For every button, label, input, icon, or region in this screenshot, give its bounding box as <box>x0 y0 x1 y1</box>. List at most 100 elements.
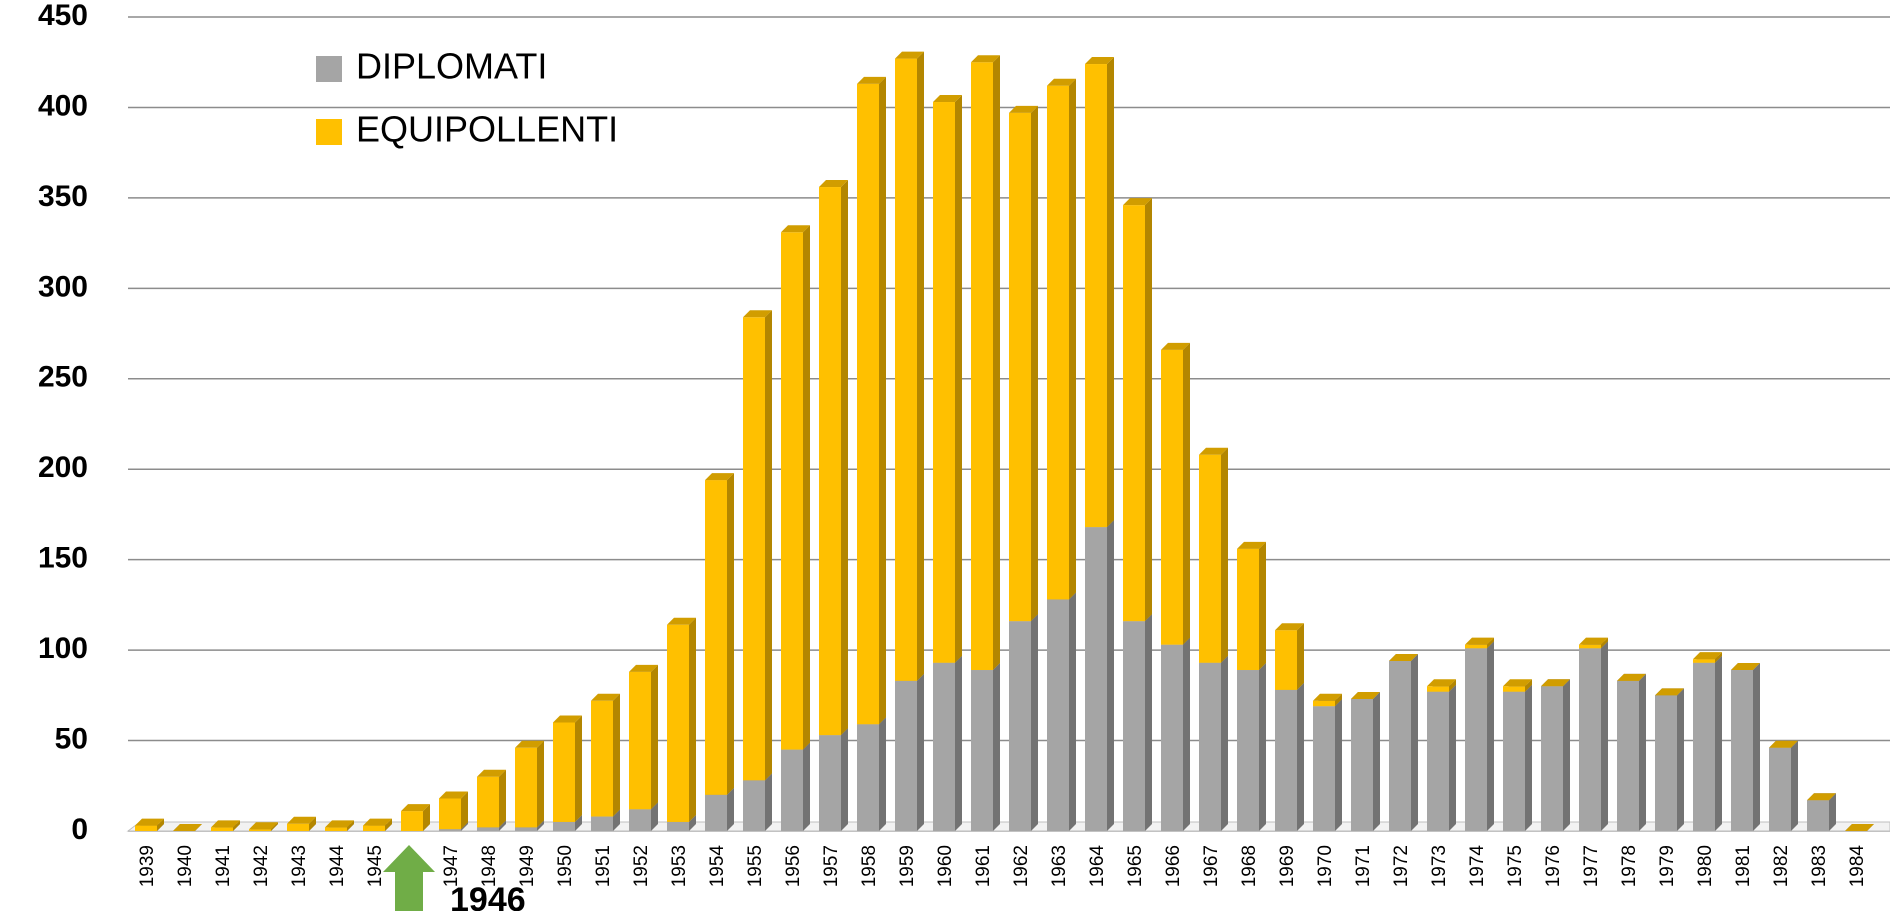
bar <box>1541 679 1570 687</box>
bar-side <box>917 51 924 681</box>
bar <box>1237 663 1266 831</box>
arrow-shape <box>383 845 435 911</box>
x-tick-label: 1977 <box>1581 845 1602 887</box>
bar <box>971 663 1000 831</box>
bar-side <box>1183 637 1190 831</box>
bar <box>1693 655 1722 831</box>
x-tick-label: 1957 <box>821 845 842 887</box>
bar-top <box>629 664 658 672</box>
x-tick-label: 1942 <box>251 845 272 887</box>
bar <box>857 76 886 725</box>
bar-top <box>325 820 354 828</box>
bar-side <box>385 818 392 831</box>
bar <box>933 95 962 663</box>
bar-front <box>1237 670 1259 831</box>
x-tick-label: 1982 <box>1771 845 1792 887</box>
bar <box>1731 663 1760 671</box>
bar-side <box>651 664 658 810</box>
bar <box>933 655 962 831</box>
bar-front <box>439 798 461 830</box>
bar-front <box>553 722 575 822</box>
bar <box>1465 637 1494 649</box>
bar-top <box>705 473 734 481</box>
bar-side <box>1791 740 1798 831</box>
bar <box>1199 655 1228 831</box>
bar-front <box>439 829 461 831</box>
bar-front <box>1161 349 1183 645</box>
bar-front <box>1009 621 1031 831</box>
bar-side <box>955 655 962 831</box>
bar-front <box>705 794 727 831</box>
bar-front <box>1199 454 1221 663</box>
y-tick-label: 350 <box>38 180 88 213</box>
bar-top <box>1313 693 1342 701</box>
x-tick-label: 1947 <box>441 845 462 887</box>
bar-front <box>135 825 157 831</box>
bar-side <box>347 820 354 831</box>
bar <box>1313 693 1342 707</box>
bar <box>363 818 392 831</box>
x-tick-label: 1956 <box>783 845 804 887</box>
bar-side <box>1487 641 1494 831</box>
y-tick-label: 250 <box>38 361 88 394</box>
bar-top <box>553 715 582 723</box>
bar-top <box>743 310 772 318</box>
bar-top <box>1731 663 1760 671</box>
bar-front <box>287 823 309 831</box>
bar-top <box>1845 824 1874 831</box>
bar-front <box>1275 630 1297 690</box>
bar-top <box>1503 679 1532 687</box>
x-tick-label: 1952 <box>631 845 652 887</box>
bar-top <box>1047 78 1076 86</box>
bar-front <box>515 827 537 831</box>
legend-label: DIPLOMATI <box>356 46 547 87</box>
bar-top <box>1275 623 1304 631</box>
bar-front <box>1465 644 1487 649</box>
bar-front <box>971 62 993 671</box>
bar-side <box>993 55 1000 671</box>
bar-front <box>1085 64 1107 528</box>
bar <box>1731 663 1760 831</box>
bar-top <box>287 816 316 824</box>
y-tick-label: 400 <box>38 89 88 122</box>
bar-top <box>1693 652 1722 660</box>
bar-front <box>819 187 841 736</box>
bar-front <box>781 232 803 750</box>
bar <box>211 820 240 831</box>
x-tick-label: 1984 <box>1847 845 1868 888</box>
x-tick-label: 1962 <box>1011 845 1032 887</box>
bar <box>1541 679 1570 831</box>
bar-side <box>423 804 430 831</box>
bar-front <box>629 671 651 810</box>
bar-top <box>1465 637 1494 645</box>
bar <box>743 773 772 831</box>
bar-side <box>613 809 620 831</box>
x-tick-label: 1979 <box>1657 845 1678 887</box>
bar-top <box>1617 673 1646 681</box>
bar-side <box>1601 637 1608 649</box>
x-tick-label: 1967 <box>1201 845 1222 887</box>
bar-top <box>1085 57 1114 65</box>
bar-front <box>591 700 613 817</box>
bar-front <box>1617 680 1639 831</box>
bar <box>325 820 354 831</box>
bar-front <box>667 624 689 822</box>
bar-front <box>401 811 423 831</box>
bar-front <box>1199 662 1221 831</box>
bar-side <box>309 816 316 831</box>
bar-side <box>575 715 582 822</box>
bar <box>743 310 772 781</box>
bar <box>1427 679 1456 692</box>
bar-side <box>537 820 544 831</box>
bar-side <box>1563 679 1570 831</box>
bar <box>1389 653 1418 831</box>
bar-front <box>1351 698 1373 831</box>
bar <box>1351 691 1380 831</box>
y-tick-label: 0 <box>71 813 88 846</box>
bar-top <box>857 76 886 84</box>
bar-front <box>933 662 955 831</box>
bar <box>1617 673 1646 681</box>
y-tick-label: 50 <box>55 722 88 755</box>
bar-front <box>1275 689 1297 831</box>
bar-front <box>1161 644 1183 831</box>
